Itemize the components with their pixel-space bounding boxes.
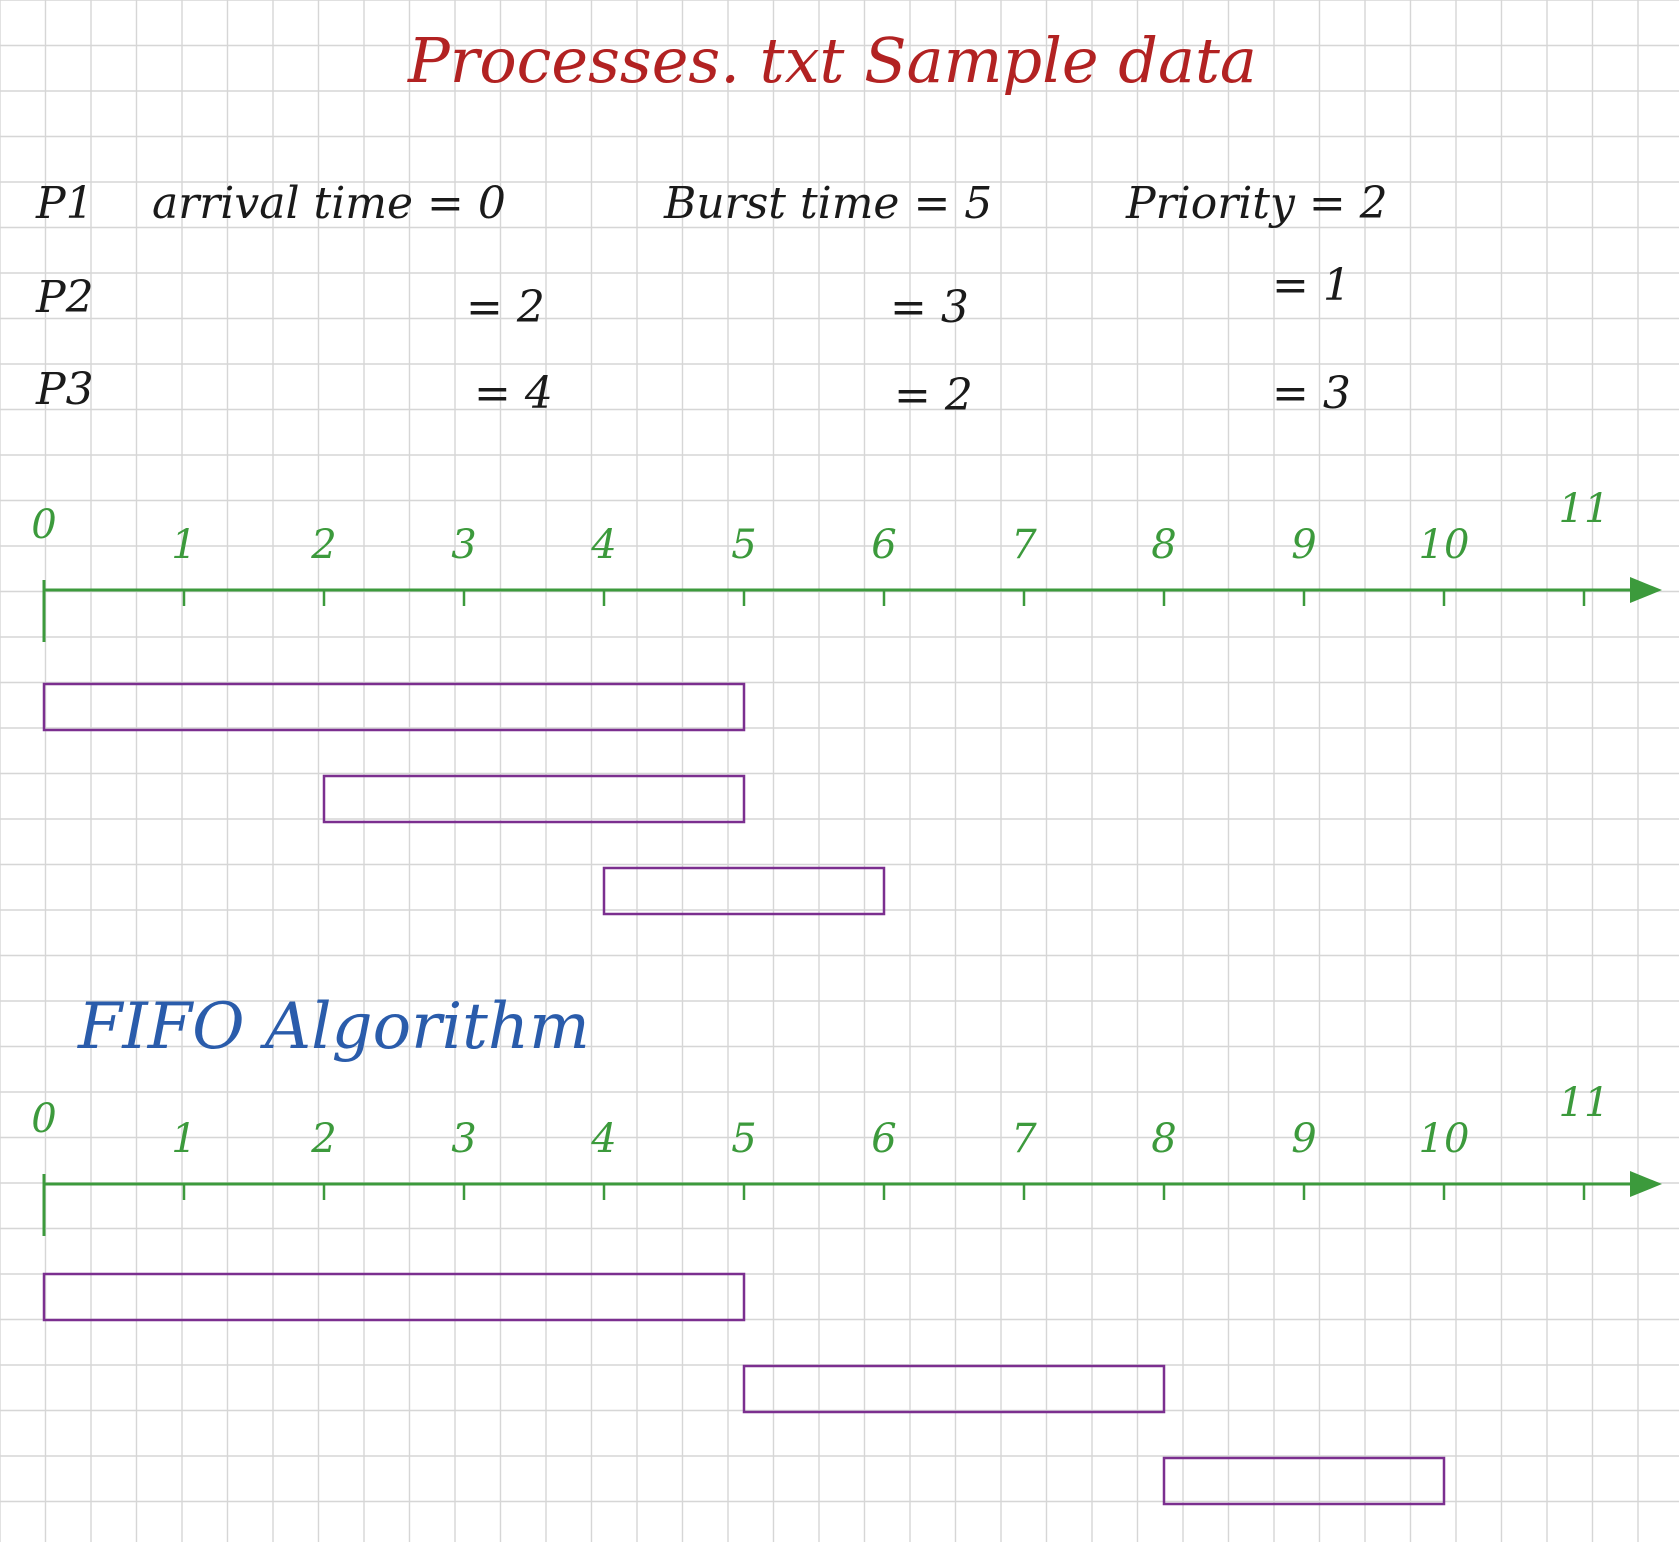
tick-label: 4 bbox=[590, 522, 616, 568]
priority-value-p2: = 1 bbox=[1272, 260, 1351, 311]
tick-label: 6 bbox=[871, 522, 896, 568]
arrival-gantt-chart: 0 1 2 3 4 5 6 7 8 9 10 11 bbox=[31, 486, 1662, 916]
tick-label: 8 bbox=[1151, 1116, 1176, 1162]
priority-value-p1: Priority = 2 bbox=[1125, 178, 1388, 229]
process-bar bbox=[1162, 1456, 1446, 1506]
tick-label: 7 bbox=[1011, 1116, 1037, 1162]
process-label-p2: P2 bbox=[35, 272, 94, 323]
tick-label: 2 bbox=[310, 1116, 336, 1162]
tick-label: 9 bbox=[1291, 1116, 1316, 1162]
tick-label: 2 bbox=[310, 522, 336, 568]
tick-label: 6 bbox=[871, 1116, 896, 1162]
tick-label: 10 bbox=[1419, 522, 1470, 568]
tick-label: 5 bbox=[731, 522, 756, 568]
arrival-value-p3: = 4 bbox=[474, 368, 553, 419]
algorithm-heading: FIFO Algorithm bbox=[77, 990, 590, 1064]
process-bar bbox=[742, 1364, 1166, 1414]
burst-value-p1: Burst time = 5 bbox=[663, 178, 992, 229]
tick-label: 3 bbox=[451, 522, 476, 568]
process-bar bbox=[602, 866, 886, 916]
process-bar bbox=[42, 682, 746, 732]
process-table: P1 arrival time = 0 Burst time = 5 Prior… bbox=[35, 178, 1388, 421]
tick-label: 4 bbox=[590, 1116, 616, 1162]
burst-value-p3: = 2 bbox=[894, 370, 973, 421]
tick-label: 0 bbox=[31, 1096, 56, 1142]
process-bar bbox=[42, 1272, 746, 1322]
tick-label: 0 bbox=[31, 502, 56, 548]
burst-value-p2: = 3 bbox=[890, 282, 969, 333]
tick-label: 11 bbox=[1559, 1080, 1610, 1126]
process-bar bbox=[322, 774, 746, 824]
arrival-value-p2: = 2 bbox=[466, 282, 545, 333]
tick-label: 5 bbox=[731, 1116, 756, 1162]
tick-label: 7 bbox=[1011, 522, 1037, 568]
tick-label: 1 bbox=[171, 522, 196, 568]
tick-label: 3 bbox=[451, 1116, 476, 1162]
fifo-gantt-chart: 0 1 2 3 4 5 6 7 8 9 10 11 bbox=[31, 1080, 1662, 1506]
process-label-p3: P3 bbox=[35, 364, 94, 415]
process-label-p1: P1 bbox=[35, 178, 94, 229]
tick-label: 11 bbox=[1559, 486, 1610, 532]
page-title: Processes. txt Sample data bbox=[407, 24, 1257, 97]
tick-label: 9 bbox=[1291, 522, 1316, 568]
tick-label: 8 bbox=[1151, 522, 1176, 568]
arrival-value-p1: arrival time = 0 bbox=[152, 178, 506, 229]
axis-arrow-icon bbox=[1630, 1171, 1662, 1197]
axis-arrow-icon bbox=[1630, 577, 1662, 603]
tick-label: 10 bbox=[1419, 1116, 1470, 1162]
tick-label: 1 bbox=[171, 1116, 196, 1162]
priority-value-p3: = 3 bbox=[1272, 368, 1351, 419]
